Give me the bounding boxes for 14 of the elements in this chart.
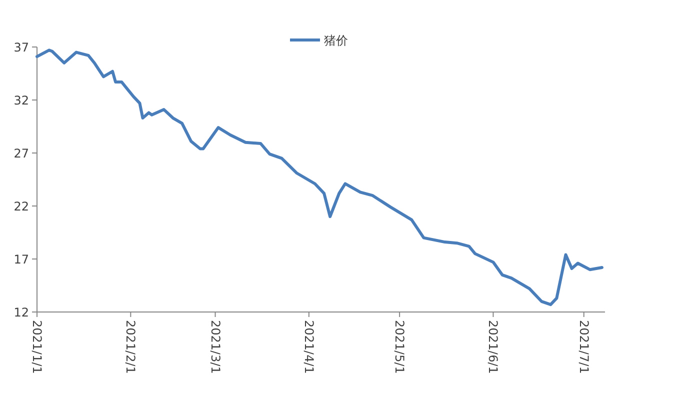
x-tick-label: 2021/6/1 — [486, 320, 500, 374]
y-tick-label: 37 — [14, 40, 29, 54]
x-tick-label: 2021/2/1 — [124, 320, 138, 374]
legend-label: 猪价 — [324, 34, 348, 48]
x-tick-label: 2021/7/1 — [576, 320, 591, 374]
y-tick-label: 12 — [14, 306, 29, 320]
x-tick-label: 2021/1/1 — [30, 320, 44, 374]
x-tick-label: 2021/3/1 — [208, 320, 222, 374]
y-tick-label: 32 — [14, 94, 29, 108]
y-tick-label: 27 — [14, 146, 29, 160]
x-tick-label: 2021/5/1 — [392, 320, 407, 374]
y-tick-label: 17 — [14, 252, 29, 266]
y-tick-label: 22 — [14, 200, 29, 214]
x-tick-label: 2021/4/1 — [302, 320, 316, 374]
